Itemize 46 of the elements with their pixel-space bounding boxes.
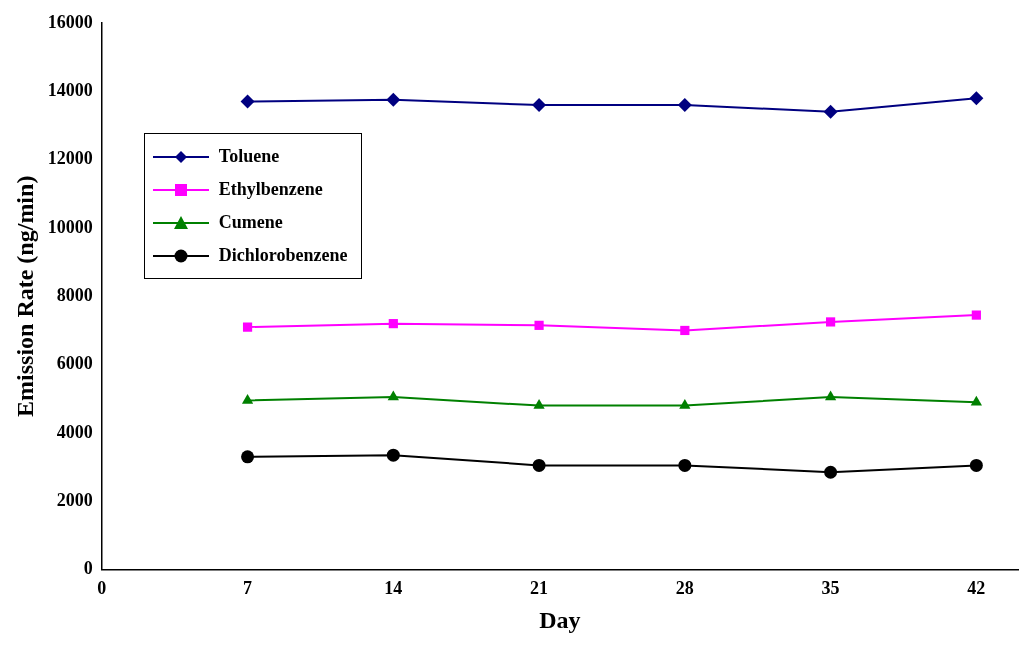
x-axis-title: Day [539, 606, 581, 633]
point [388, 319, 398, 329]
point [680, 325, 690, 336]
x-tick-label: 42 [967, 578, 986, 599]
point [387, 390, 399, 401]
y-tick-label: 14000 [47, 79, 93, 100]
y-tick-label: 16000 [47, 11, 93, 32]
point [679, 399, 691, 409]
point [824, 465, 838, 479]
point [532, 458, 546, 472]
y-tick-label: 4000 [56, 421, 93, 442]
point [242, 322, 253, 332]
x-tick-label: 35 [821, 578, 840, 599]
y-tick-label: 2000 [56, 489, 93, 510]
legend-label: Cumene [218, 212, 283, 233]
point [678, 458, 692, 472]
legend-label: Toluene [218, 146, 280, 167]
y-tick-label: 12000 [47, 148, 93, 169]
x-tick-label: 28 [675, 578, 694, 599]
x-tick-label: 0 [97, 578, 107, 599]
point [824, 390, 837, 401]
point [677, 97, 692, 112]
y-tick-label: 10000 [47, 216, 93, 237]
point [533, 399, 545, 409]
point [241, 450, 255, 464]
point [969, 458, 983, 472]
point [386, 448, 400, 462]
point [971, 310, 981, 320]
point [826, 317, 836, 327]
y-tick-label: 6000 [56, 353, 93, 374]
legend-label: Ethylbenzene [218, 179, 323, 200]
point [240, 94, 255, 109]
point [241, 394, 254, 404]
point [534, 320, 544, 330]
point [970, 395, 982, 406]
x-tick-label: 21 [530, 578, 549, 599]
y-tick-label: 8000 [56, 284, 93, 305]
y-tick-label: 0 [83, 558, 93, 579]
point [969, 91, 984, 106]
x-tick-label: 14 [384, 578, 403, 599]
point [823, 104, 838, 119]
point [386, 92, 401, 107]
legend-label: Dichlorobenzene [218, 245, 348, 266]
x-tick-label: 7 [243, 578, 253, 599]
y-axis-title: Emission Rate (ng/min) [11, 175, 38, 417]
point [532, 97, 547, 112]
